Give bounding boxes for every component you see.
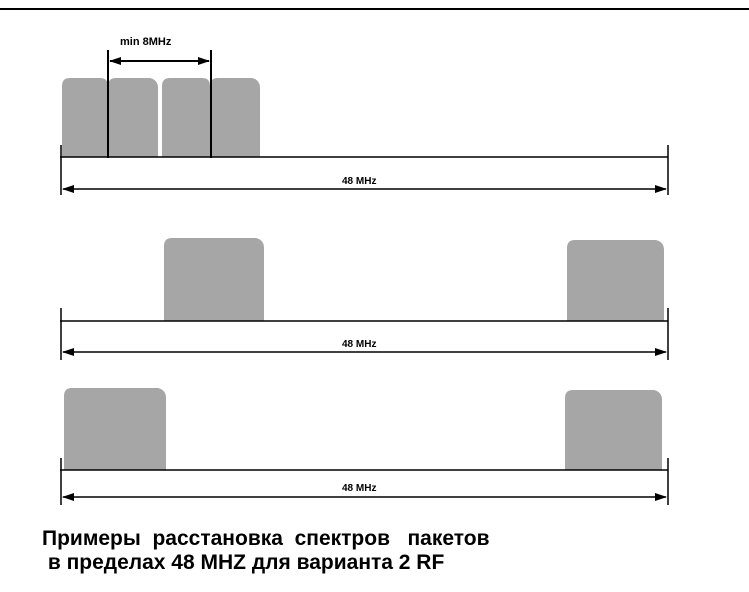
spectrum-block [164,238,264,321]
spectrum-block [64,388,166,470]
spectrum-block [210,78,260,157]
caption-line-2: в пределах 48 MHZ для варианта 2 RF [42,551,445,574]
min-spacing-label: min 8MHz [120,36,172,48]
spectrum-block [62,78,108,157]
spectrum-block [567,240,664,321]
spectrum-block [162,78,210,157]
bandwidth-label: 48 MHz [342,176,376,187]
bandwidth-label: 48 MHz [342,483,376,494]
caption-line-1: Примеры расстановка спектров пакетов [42,527,490,550]
bandwidth-label: 48 MHz [342,339,376,350]
panel-2: 48 MHz [60,238,669,360]
spectrum-block [565,390,662,470]
figure-caption: Примеры расстановка спектров пакетов в п… [42,527,742,575]
spectrum-block [108,78,158,157]
panel-1: min 8MHz 48 MHz [60,36,669,195]
panel-3: 48 MHz [60,388,669,505]
